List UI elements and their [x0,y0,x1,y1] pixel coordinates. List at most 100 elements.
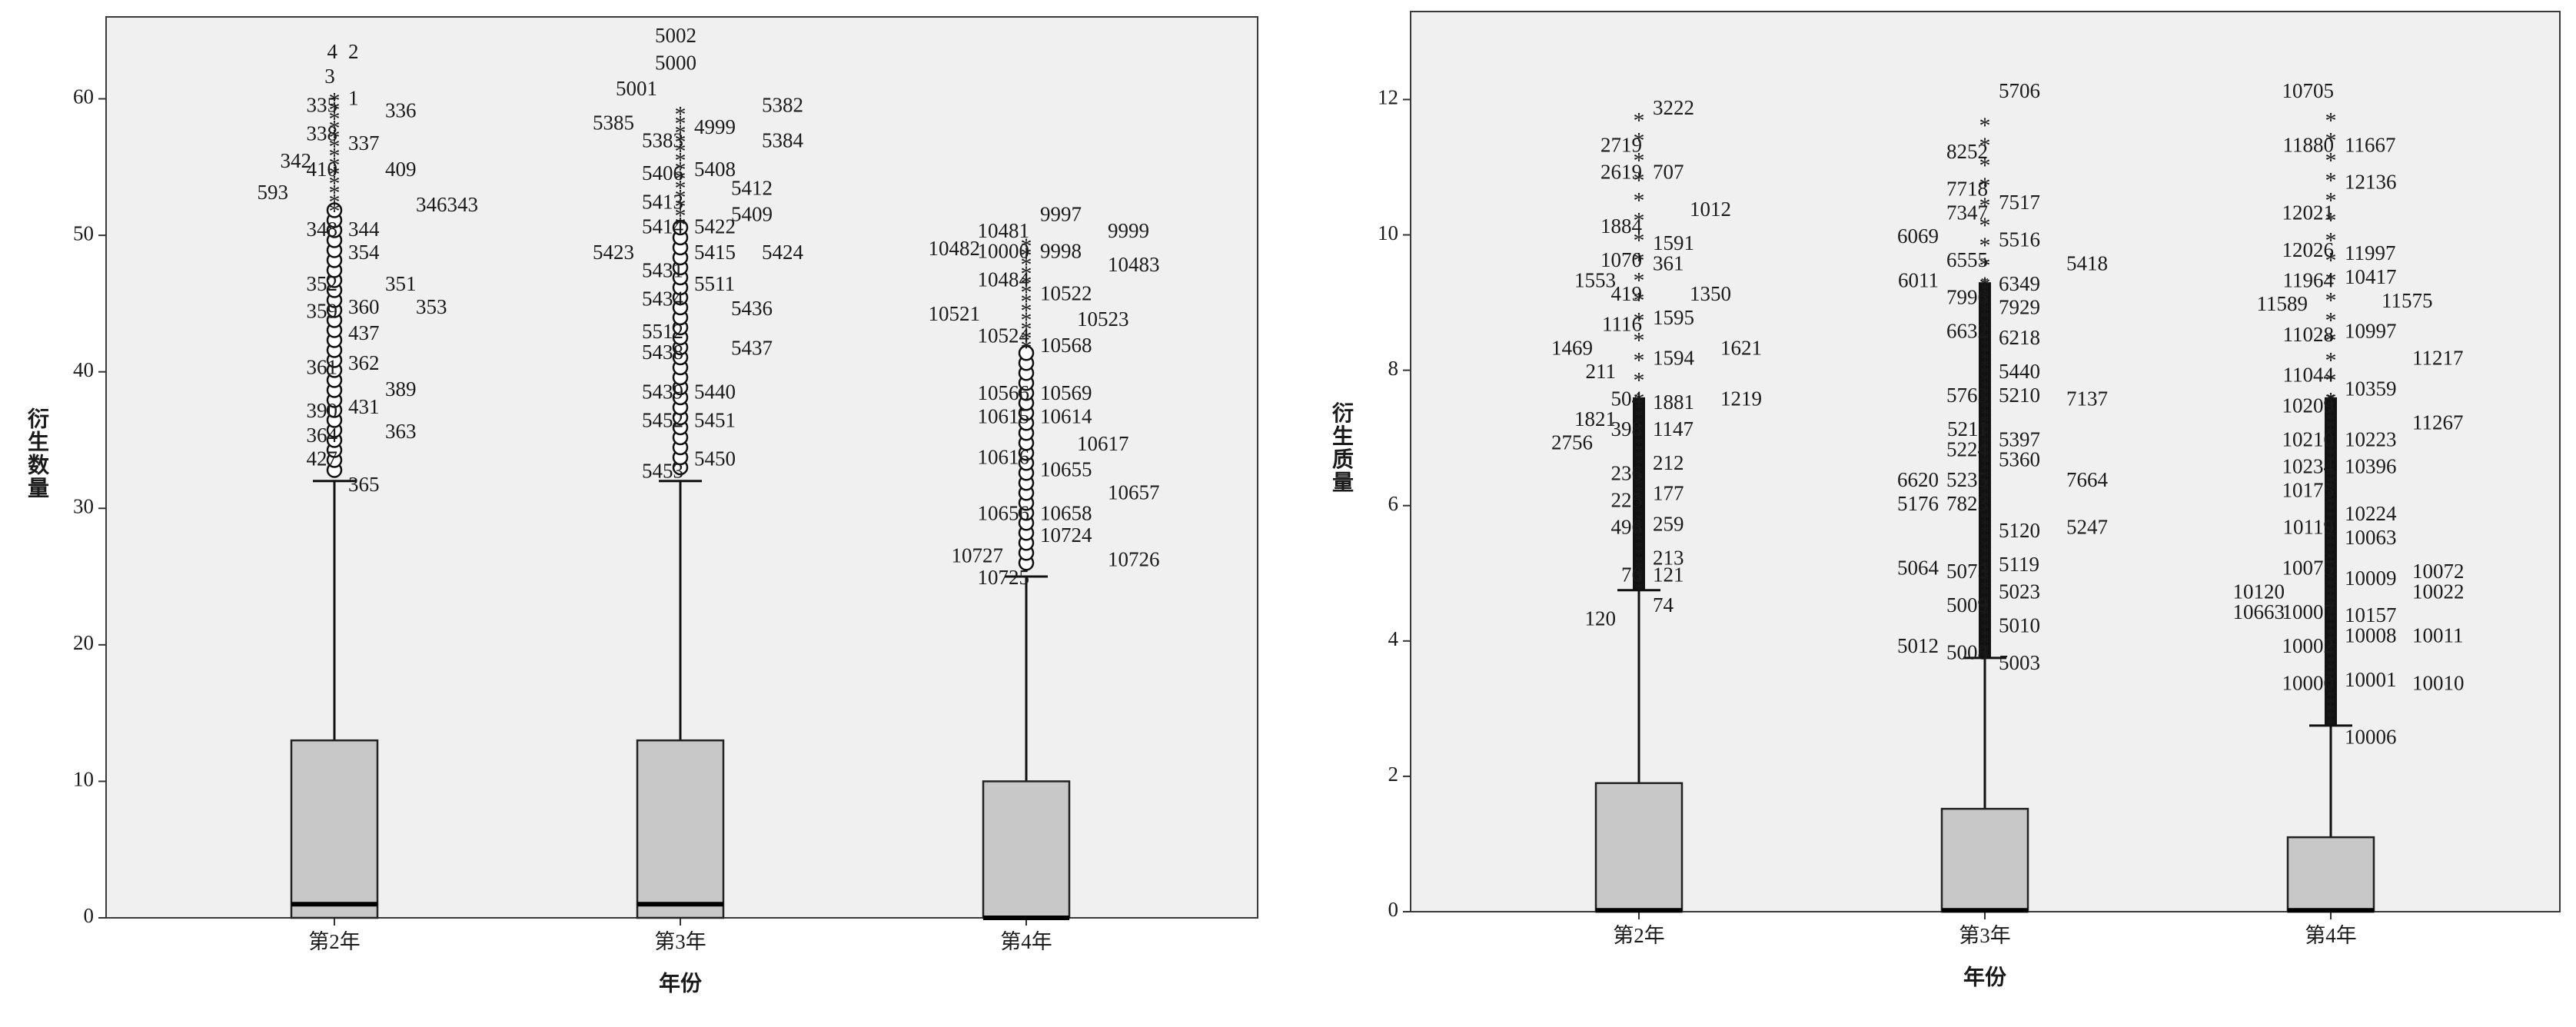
outlier-label: 4 [327,40,338,63]
box [1594,782,1684,913]
outlier-label: 12021 [2282,201,2335,224]
outlier-star: * [1981,335,1989,354]
outlier-circle [672,219,689,236]
outlier-label: 6218 [1999,326,2040,349]
outlier-label: 5210 [1999,384,2040,407]
outlier-star: * [1981,584,1989,603]
outlier-label: 5409 [731,202,773,225]
outlier-label: 11667 [2345,133,2396,156]
outlier-star: * [1981,342,1989,361]
outlier-label: 10396 [2345,455,2397,478]
extreme-star: * [329,143,341,168]
extreme-star: * [675,111,686,136]
extreme-star: * [329,88,341,113]
outlier-star: * [1635,496,1644,515]
outlier-label: 12026 [2282,238,2335,261]
outlier-label: 5516 [1999,228,2040,251]
outlier-star: * [1981,646,1989,666]
y-axis-label-char: 质 [1332,447,1354,472]
outlier-label: 10484 [978,268,1030,291]
outlier-label: 5119 [1999,553,2039,576]
outlier-label: 1147 [1653,417,1694,440]
outlier-label: 9999 [1108,219,1149,242]
outlier-label: 5434 [642,287,684,311]
outlier-label: 10022 [2412,580,2465,603]
outlier-star: * [1981,633,1989,652]
extreme-star: * [2325,228,2337,254]
extreme-star: * [1634,288,1645,314]
outlier-star: * [2327,389,2335,408]
outlier-star: * [1981,363,1989,382]
outlier-label: 10617 [1077,432,1129,455]
outlier-star: * [1981,349,1989,368]
extreme-star: * [1979,173,1991,198]
outlier-star: * [1635,392,1644,411]
outlier-label: 11964 [2283,268,2335,291]
outlier-label: 76 [1621,563,1642,586]
outlier-star: * [1635,572,1644,591]
outlier-star: * [1981,439,1989,458]
outlier-label: 3 [324,65,335,88]
outlier-label: 335 [307,93,338,116]
outlier-label: 431 [348,395,380,418]
outlier-label: 5360 [1999,448,2040,471]
outlier-star: * [1981,377,1989,396]
outlier-label: 5064 [1897,557,1939,580]
outlier-label: 10011 [2412,624,2464,647]
extreme-star: * [1979,213,1991,238]
outlier-label: 11217 [2412,347,2464,370]
extreme-star: * [2325,168,2337,194]
outlier-label: 346343 [416,193,478,216]
outlier-label: 10482 [929,237,981,260]
outlier-label: 10002 [2282,634,2335,657]
outlier-star: * [1981,577,1989,597]
outlier-label: 5382 [762,93,803,116]
outlier-star: * [1635,427,1644,446]
outlier-label: 10175 [2282,478,2335,501]
extreme-star: * [329,97,341,122]
outlier-star: * [2327,493,2335,512]
outlier-star: * [1981,460,1989,479]
extreme-star: * [2325,208,2337,234]
outlier-label: 10223 [2345,427,2397,450]
extreme-star: * [1021,252,1032,278]
outlier-label: 11044 [2283,364,2335,387]
extreme-star: * [2325,288,2337,314]
outlier-label: 504 [1611,387,1643,410]
outlier-label: 352 [307,272,338,295]
extreme-star: * [675,120,686,145]
outlier-label: 5431 [642,258,683,281]
extreme-star: * [2325,388,2337,414]
outlier-star: * [1981,598,1989,617]
outlier-star: * [1981,273,1989,292]
outlier-label: 177 [1653,482,1684,505]
extreme-star: * [675,148,686,173]
extreme-star: * [1634,168,1645,194]
extreme-star: * [1021,326,1032,351]
outlier-star: * [1981,605,1989,624]
extreme-star: * [329,115,341,141]
extreme-star: * [1021,289,1032,314]
outlier-star: * [2327,451,2335,470]
outlier-label: 120 [1585,607,1617,630]
y-tick-label: 0 [1388,898,1399,921]
y-tick-label: 0 [84,904,95,927]
outlier-label: 10000 [2282,671,2335,694]
outlier-label: 398 [1611,417,1643,440]
extreme-star: * [329,161,341,187]
outlier-label: 359 [307,300,338,323]
outlier-dense-band [2325,397,2337,726]
extreme-star: * [1634,348,1645,374]
outlier-label: 1621 [1720,336,1762,359]
outlier-label: 1012 [1690,198,1731,221]
outlier-label: 5422 [694,214,736,238]
outlier-star: * [2327,652,2335,671]
outlier-label: 213 [1653,546,1684,569]
box [290,739,379,919]
outlier-label: 361 [307,355,338,378]
outlier-star: * [2327,597,2335,616]
outlier-label: 5008 [1946,641,1988,664]
extreme-star: * [1634,308,1645,334]
outlier-label: 5385 [593,111,634,134]
